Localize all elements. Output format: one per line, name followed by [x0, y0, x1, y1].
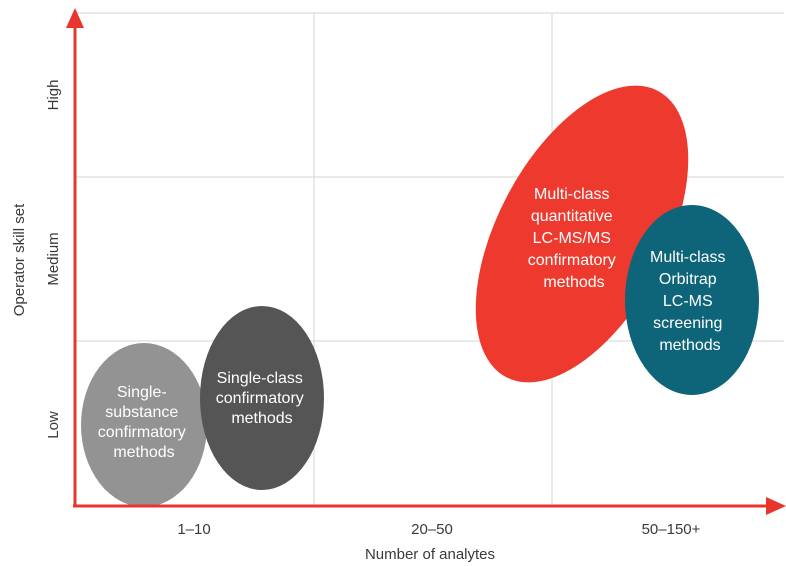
bubble-multi-class-quantitative-line-1: Multi-class: [534, 186, 610, 203]
bubble-multi-class-quantitative-line-2: quantitative: [531, 208, 613, 225]
y-axis-arrowhead-icon: [66, 8, 84, 28]
bubble-multi-class-orbitrap: Multi-class Orbitrap LC-MS screening met…: [625, 205, 759, 395]
x-tick-label: 1–10: [177, 521, 210, 538]
bubble-single-substance-line-1: Single-: [117, 384, 167, 401]
y-axis: [66, 8, 84, 507]
svg-text:Multi-class Orbitrap: Multi-class Orbitrap LC-MS screening met…: [650, 249, 730, 354]
y-tick-label: Low: [45, 411, 62, 439]
bubble-multi-class-quantitative-line-5: methods: [543, 274, 604, 291]
bubble-multi-class-quantitative: Multi-class quantitative LC-MS/MS confir…: [475, 85, 689, 383]
bubble-single-substance-line-3: confirmatory: [98, 424, 186, 441]
bubble-single-substance-shape: [81, 343, 207, 507]
x-axis-title: Number of analytes: [365, 546, 495, 563]
svg-text:Single- substance: Single- substance confirmatory methods: [98, 384, 190, 461]
bubble-single-class-shape: [200, 306, 324, 490]
x-tick-label: 20–50: [411, 521, 453, 538]
y-axis-title: Operator skill set: [11, 203, 28, 316]
bubble-multi-class-orbitrap-shape: [625, 205, 759, 395]
x-tick-label: 50–150+: [642, 521, 701, 538]
bubble-multi-class-orbitrap-line-1: Multi-class: [650, 249, 726, 266]
bubble-multi-class-quantitative-shape: [475, 85, 689, 383]
bubble-multi-class-orbitrap-line-2: Orbitrap: [659, 271, 717, 288]
bubble-single-class: Single-class confirmatory methods: [200, 306, 324, 490]
y-tick-label: High: [45, 80, 62, 111]
bubble-single-class-line-3: methods: [231, 410, 292, 427]
bubble-multi-class-orbitrap-line-3: LC-MS: [663, 293, 713, 310]
bubble-single-class-line-2: confirmatory: [216, 390, 304, 407]
bubble-single-substance: Single- substance confirmatory methods: [81, 343, 207, 507]
bubble-single-substance-line-2: substance: [105, 404, 178, 421]
svg-text:Multi-class quantitative: Multi-class quantitative LC-MS/MS confir…: [528, 186, 620, 291]
bubble-multi-class-quantitative-line-3: LC-MS/MS: [533, 230, 611, 247]
x-axis: [73, 497, 786, 515]
svg-text:Single-class confirmator: Single-class confirmatory methods: [216, 370, 308, 427]
bubble-multi-class-orbitrap-line-5: methods: [659, 337, 720, 354]
y-tick-label: Medium: [45, 232, 62, 285]
bubble-multi-class-quantitative-line-4: confirmatory: [528, 252, 616, 269]
bubble-single-substance-line-4: methods: [113, 444, 174, 461]
bubble-multi-class-orbitrap-line-4: screening: [653, 315, 722, 332]
x-axis-arrowhead-icon: [766, 497, 786, 515]
bubble-single-class-line-1: Single-class: [217, 370, 303, 387]
